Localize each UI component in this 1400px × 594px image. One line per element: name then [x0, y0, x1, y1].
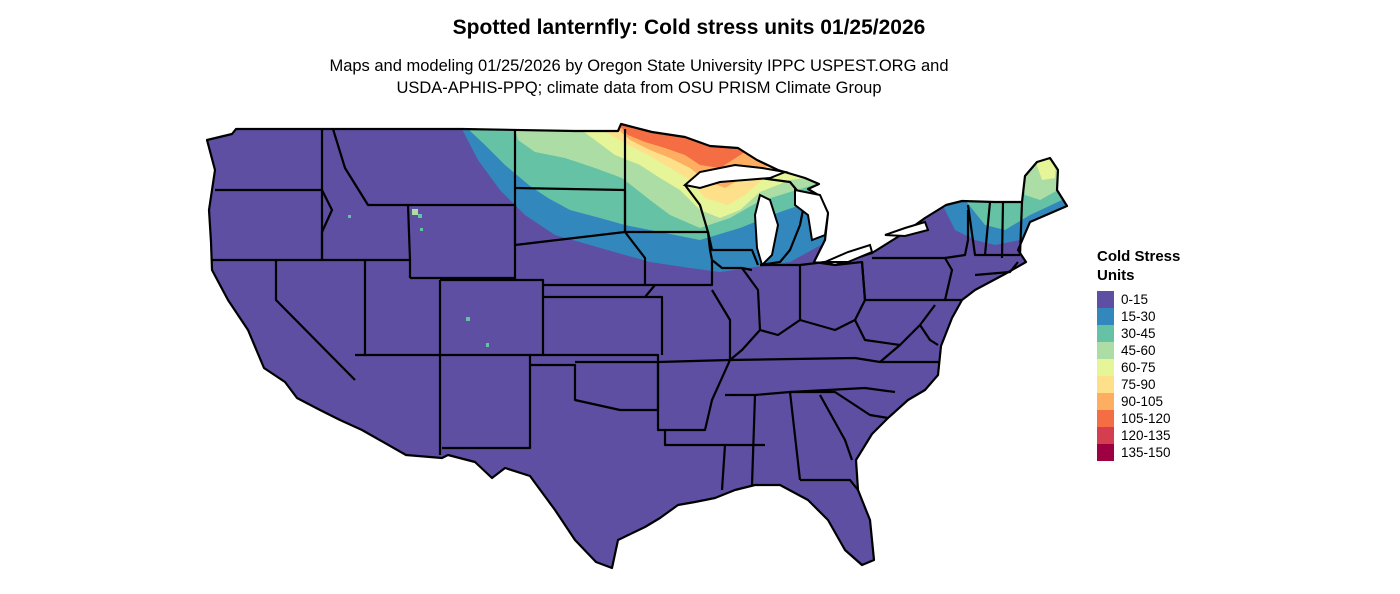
legend-item: 45-60: [1097, 342, 1217, 359]
subtitle-line-1: Maps and modeling 01/25/2026 by Oregon S…: [329, 57, 949, 75]
lake-erie: [824, 243, 874, 263]
legend-label: 135-150: [1121, 445, 1171, 460]
legend-item: 75-90: [1097, 376, 1217, 393]
state-boundaries: [205, 122, 1069, 570]
map-title: Spotted lanternfly: Cold stress units 01…: [452, 16, 926, 39]
subtitle-line-2: USDA-APHIS-PPQ; climate data from OSU PR…: [396, 79, 882, 97]
map-subtitle: Maps and modeling 01/25/2026 by Oregon S…: [0, 55, 1278, 99]
mountain-specks: [348, 209, 489, 347]
lake-ontario: [884, 220, 930, 238]
legend-label: 75-90: [1121, 377, 1156, 392]
lake-superior: [682, 163, 789, 190]
legend-swatch: [1097, 325, 1114, 342]
legend-title: Cold Stress Units: [1097, 247, 1217, 285]
legend-label: 90-105: [1121, 394, 1164, 409]
legend-label: 0-15: [1121, 292, 1149, 307]
legend-swatch: [1097, 427, 1114, 444]
legend: Cold Stress Units 0-15 15-30 30-45 45-60 60-…: [1097, 247, 1217, 461]
legend-label: 15-30: [1121, 309, 1156, 324]
legend-label: 30-45: [1121, 326, 1156, 341]
legend-swatch: [1097, 444, 1114, 461]
lake-michigan: [753, 193, 780, 267]
us-outline: [205, 122, 1069, 570]
legend-label: 120-135: [1121, 428, 1171, 443]
legend-swatch: [1097, 376, 1114, 393]
legend-item: 0-15: [1097, 291, 1217, 308]
legend-item: 105-120: [1097, 410, 1217, 427]
legend-swatch: [1097, 359, 1114, 376]
legend-label: 60-75: [1121, 360, 1156, 375]
legend-title-line-2: Units: [1097, 267, 1135, 284]
legend-swatch: [1097, 410, 1114, 427]
legend-swatch: [1097, 291, 1114, 308]
legend-item: 120-135: [1097, 427, 1217, 444]
great-lakes: [682, 163, 930, 267]
legend-label: 105-120: [1121, 411, 1171, 426]
legend-swatch: [1097, 342, 1114, 359]
legend-item: 90-105: [1097, 393, 1217, 410]
legend-swatch: [1097, 308, 1114, 325]
legend-label: 45-60: [1121, 343, 1156, 358]
legend-items: 0-15 15-30 30-45 45-60 60-75 75-90 90-105 105-1…: [1097, 291, 1217, 461]
legend-swatch: [1097, 393, 1114, 410]
legend-title-line-1: Cold Stress: [1097, 248, 1181, 265]
legend-item: 60-75: [1097, 359, 1217, 376]
legend-item: 135-150: [1097, 444, 1217, 461]
lake-huron: [794, 188, 830, 242]
legend-item: 15-30: [1097, 308, 1217, 325]
legend-item: 30-45: [1097, 325, 1217, 342]
